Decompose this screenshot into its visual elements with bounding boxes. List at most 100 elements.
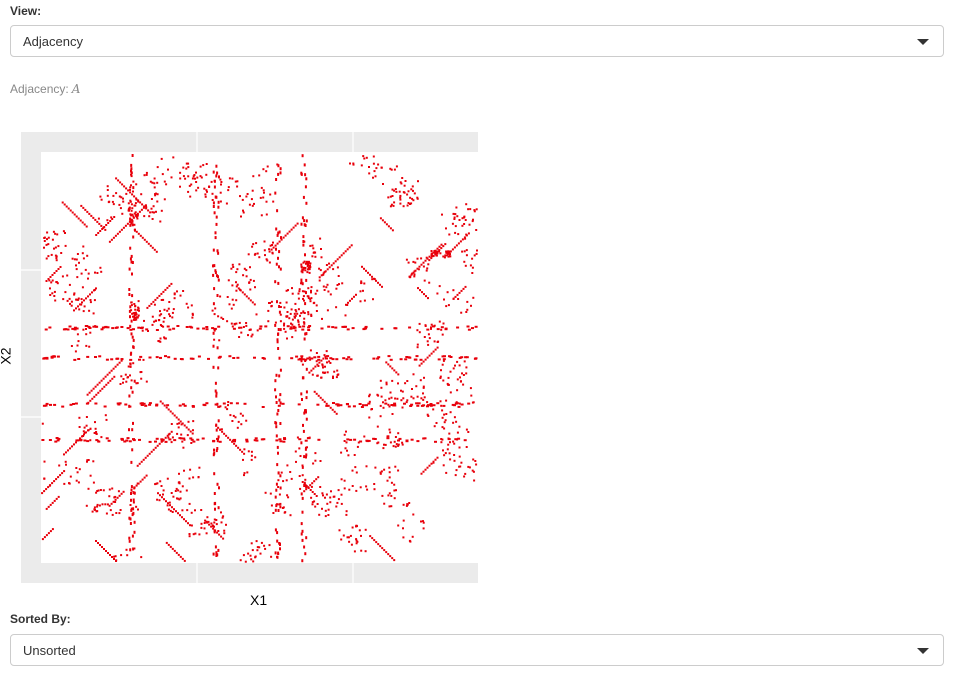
matrix-cell	[451, 248, 454, 251]
matrix-cell	[416, 267, 419, 270]
matrix-cell	[129, 246, 132, 250]
matrix-cell	[75, 268, 78, 271]
sorted-by-select[interactable]: Unsorted	[10, 634, 944, 666]
matrix-cell	[328, 262, 330, 265]
matrix-cell	[239, 326, 243, 329]
matrix-cell	[322, 494, 324, 497]
matrix-cell	[84, 208, 87, 211]
matrix-cell	[441, 409, 444, 412]
matrix-cell	[215, 519, 218, 521]
matrix-cell	[303, 481, 306, 485]
view-select[interactable]: Adjacency	[10, 25, 944, 57]
matrix-cell	[205, 326, 209, 328]
matrix-cell	[315, 304, 318, 307]
matrix-cell	[148, 356, 152, 359]
matrix-cell	[145, 173, 148, 176]
matrix-cell	[276, 412, 279, 416]
matrix-cell	[164, 355, 167, 358]
matrix-cell	[459, 465, 462, 468]
matrix-cell	[64, 232, 66, 234]
matrix-cell	[128, 536, 131, 540]
matrix-cell	[132, 190, 134, 193]
matrix-cell	[129, 200, 132, 203]
matrix-cell	[403, 184, 406, 187]
matrix-cell	[140, 371, 143, 373]
matrix-cell	[368, 166, 370, 168]
matrix-cell	[402, 519, 405, 522]
matrix-cell	[41, 492, 44, 495]
matrix-cell	[310, 369, 313, 372]
matrix-cell	[361, 404, 365, 407]
matrix-cell	[300, 270, 303, 273]
matrix-cell	[275, 247, 277, 251]
matrix-cell	[115, 192, 118, 195]
matrix-cell	[256, 546, 259, 549]
matrix-cell	[360, 280, 363, 283]
matrix-cell	[224, 406, 227, 409]
matrix-cell	[422, 261, 425, 264]
matrix-cell	[226, 408, 229, 411]
matrix-cell	[453, 454, 456, 456]
matrix-cell	[306, 437, 310, 440]
matrix-cell	[113, 555, 116, 558]
matrix-cell	[232, 357, 236, 359]
matrix-cell	[314, 365, 317, 368]
matrix-cell	[131, 272, 133, 276]
matrix-cell	[410, 202, 413, 205]
matrix-cell	[249, 278, 252, 281]
matrix-cell	[415, 355, 419, 358]
matrix-cell	[423, 279, 426, 282]
matrix-cell	[258, 174, 261, 177]
matrix-cell	[449, 250, 452, 253]
matrix-cell	[277, 486, 280, 488]
matrix-cell	[194, 177, 196, 180]
matrix-cell	[239, 412, 242, 415]
matrix-cell	[346, 449, 348, 452]
matrix-cell	[135, 183, 138, 186]
matrix-cell	[231, 263, 234, 266]
matrix-cell	[188, 502, 191, 505]
matrix-cell	[250, 450, 253, 453]
matrix-cell	[349, 162, 351, 165]
matrix-cell	[82, 430, 85, 433]
matrix-cell	[433, 340, 436, 343]
matrix-cell	[154, 194, 157, 197]
matrix-cell	[160, 438, 164, 441]
matrix-cell	[432, 408, 435, 411]
matrix-cell	[463, 260, 466, 263]
matrix-cell	[129, 220, 132, 223]
matrix-cell	[61, 201, 64, 204]
matrix-cell	[81, 252, 84, 255]
matrix-cell	[302, 243, 305, 247]
matrix-cell	[447, 255, 450, 258]
matrix-cell	[311, 491, 314, 493]
matrix-cell	[438, 285, 441, 288]
matrix-cell	[418, 265, 421, 268]
matrix-cell	[151, 315, 154, 318]
matrix-cell	[227, 404, 229, 407]
matrix-cell	[304, 447, 307, 451]
matrix-cell	[382, 447, 385, 450]
matrix-cell	[275, 439, 279, 442]
matrix-cell	[383, 549, 386, 552]
matrix-cell	[473, 254, 476, 257]
matrix-cell	[441, 438, 444, 441]
matrix-cell	[102, 226, 105, 229]
matrix-cell	[305, 453, 308, 457]
matrix-cell	[157, 319, 160, 322]
matrix-cell	[127, 202, 130, 205]
matrix-cell	[111, 556, 113, 558]
matrix-cell	[165, 541, 168, 544]
matrix-cell	[285, 315, 288, 318]
matrix-cell	[87, 429, 89, 432]
matrix-cell	[274, 495, 277, 499]
matrix-cell	[128, 516, 131, 520]
matrix-cell	[213, 287, 216, 291]
matrix-cell	[286, 494, 289, 497]
matrix-cell	[422, 470, 425, 473]
matrix-cell	[390, 481, 393, 484]
matrix-cell	[453, 416, 456, 419]
matrix-cell	[401, 390, 404, 393]
matrix-cell	[277, 347, 280, 350]
matrix-cell	[302, 429, 305, 433]
